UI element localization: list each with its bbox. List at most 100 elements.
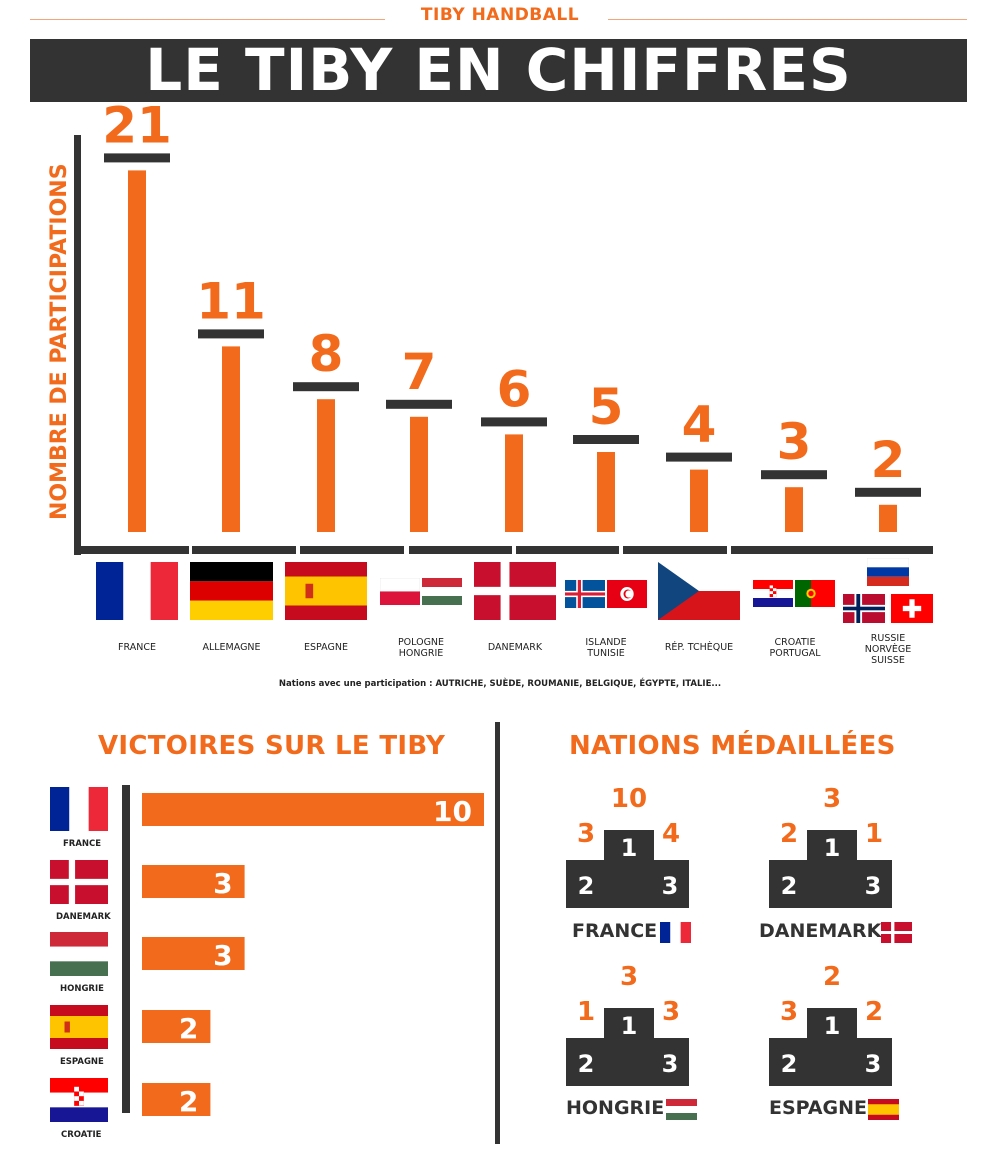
participation-bar — [879, 504, 897, 532]
header-kicker: TIBY HANDBALL — [420, 5, 580, 25]
podium-place-2: 2 — [578, 872, 595, 900]
victories-title: VICTOIRES SUR LE TIBY — [98, 731, 446, 761]
spain-flag — [50, 1005, 108, 1049]
participations-chart: 21 11 8 7 6 5 4 3 2 NOMBRE DE PARTICIPATIONS — [47, 100, 933, 555]
iceland-flag — [565, 580, 605, 608]
podium-place-1: 1 — [621, 1012, 638, 1040]
bar-value-label: 8 — [309, 325, 344, 383]
country-label-russie-norvege-suisse: RUSSIE NORVÈGE SUISSE — [864, 633, 912, 666]
bar-cap — [104, 153, 170, 163]
croatia-flag — [753, 580, 793, 607]
medal-count-silver: 1 — [577, 997, 595, 1027]
country-label-france: FRANCE — [118, 642, 156, 653]
bar-cap — [573, 435, 639, 444]
victories-axis — [122, 785, 130, 1113]
bar-cap — [293, 382, 359, 392]
x-axis-segment — [81, 546, 189, 554]
single-participation-note: Nations avec une participation : AUTRICH… — [278, 679, 722, 689]
poland-flag — [380, 578, 420, 605]
medals-title: NATIONS MÉDAILLÉES — [569, 731, 896, 761]
medal-count-silver: 3 — [780, 997, 798, 1027]
x-axis-segment — [623, 546, 727, 554]
x-axis-segment — [192, 546, 296, 554]
medal-count-gold: 10 — [611, 784, 647, 814]
denmark-flag — [881, 922, 912, 943]
bar-value-label: 21 — [102, 100, 172, 154]
victory-value-label: 3 — [213, 867, 232, 900]
norway-flag — [843, 594, 885, 623]
victory-value-label: 10 — [433, 795, 472, 828]
bar-cap — [386, 399, 452, 409]
medal-name-espagne: ESPAGNE — [769, 1097, 868, 1119]
x-axis-segment — [516, 546, 619, 554]
podium-place-3: 3 — [865, 872, 882, 900]
bar-value-label: 5 — [589, 378, 624, 436]
spain-flag — [868, 1099, 899, 1120]
victory-label-france: FRANCE — [63, 839, 102, 849]
section-divider — [495, 722, 500, 1144]
hungary-flag — [422, 578, 462, 605]
croatia-flag — [50, 1078, 108, 1122]
bar-cap — [481, 417, 547, 427]
country-label-rep-tcheque: RÉP. TCHÈQUE — [664, 642, 734, 653]
country-label-allemagne: ALLEMAGNE — [202, 642, 261, 653]
country-label-danemark: DANEMARK — [487, 642, 543, 653]
medal-count-silver: 2 — [780, 819, 798, 849]
bar-value-label: 2 — [871, 431, 906, 489]
victory-bar — [142, 1010, 211, 1043]
france-flag — [660, 922, 691, 943]
y-axis — [74, 135, 81, 555]
victory-label-hongrie: HONGRIE — [60, 984, 104, 994]
medal-count-bronze: 2 — [865, 997, 883, 1027]
france-flag — [50, 787, 108, 831]
medal-name-france: FRANCE — [572, 920, 658, 942]
victories-chart: 10 3 3 2 2 — [122, 785, 484, 1118]
bar-value-label: 4 — [682, 396, 717, 454]
header-rule-right — [608, 19, 967, 20]
medal-count-bronze: 3 — [662, 997, 680, 1027]
country-label-croatie-portugal: CROATIE PORTUGAL — [769, 637, 821, 659]
victory-value-label: 2 — [179, 1012, 198, 1045]
podium — [566, 830, 689, 908]
france-flag — [96, 562, 178, 620]
podium-place-1: 1 — [824, 834, 841, 862]
podium-place-2: 2 — [781, 1050, 798, 1078]
portugal-flag — [795, 580, 835, 607]
podium-place-2: 2 — [781, 872, 798, 900]
victory-label-espagne: ESPAGNE — [60, 1057, 104, 1067]
x-axis-segment — [300, 546, 404, 554]
spain-flag — [285, 562, 367, 620]
page-title: LE TIBY EN CHIFFRES — [30, 39, 967, 102]
country-label-espagne: ESPAGNE — [304, 642, 348, 653]
victory-bar — [142, 1083, 211, 1116]
participation-bar — [410, 416, 428, 532]
participation-bar — [785, 487, 803, 532]
victory-bar — [142, 937, 245, 970]
medal-count-gold: 3 — [823, 784, 841, 814]
participation-bar — [505, 434, 523, 532]
bar-value-label: 7 — [402, 343, 437, 401]
x-axis-segment — [731, 546, 933, 554]
bar-cap — [666, 452, 732, 462]
medal-count-gold: 2 — [823, 962, 841, 992]
victory-label-croatie: CROATIE — [61, 1130, 102, 1140]
bar-value-label: 11 — [196, 272, 266, 330]
podium — [769, 830, 892, 908]
podium-place-3: 3 — [865, 1050, 882, 1078]
podium — [566, 1008, 689, 1086]
hungary-flag — [666, 1099, 697, 1120]
tunisia-flag — [607, 580, 647, 608]
bar-cap — [855, 487, 921, 497]
x-axis-segment — [409, 546, 512, 554]
participation-bar — [317, 399, 335, 532]
medal-count-gold: 3 — [620, 962, 638, 992]
hungary-flag — [50, 932, 108, 976]
podium — [769, 1008, 892, 1086]
country-label-islande-tunisie: ISLANDE TUNISIE — [585, 637, 627, 659]
victory-bar — [142, 793, 484, 826]
podium-place-1: 1 — [621, 834, 638, 862]
bar-value-label: 6 — [497, 360, 532, 418]
germany-flag — [190, 562, 273, 620]
bar-value-label: 3 — [777, 413, 812, 471]
